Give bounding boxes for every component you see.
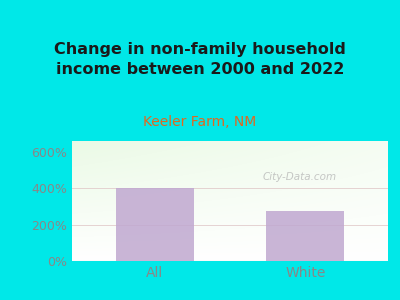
Bar bbox=[266, 211, 344, 261]
Text: City-Data.com: City-Data.com bbox=[262, 172, 336, 182]
Bar bbox=[116, 188, 194, 261]
Text: Keeler Farm, NM: Keeler Farm, NM bbox=[143, 115, 257, 129]
Text: Change in non-family household
income between 2000 and 2022: Change in non-family household income be… bbox=[54, 42, 346, 77]
